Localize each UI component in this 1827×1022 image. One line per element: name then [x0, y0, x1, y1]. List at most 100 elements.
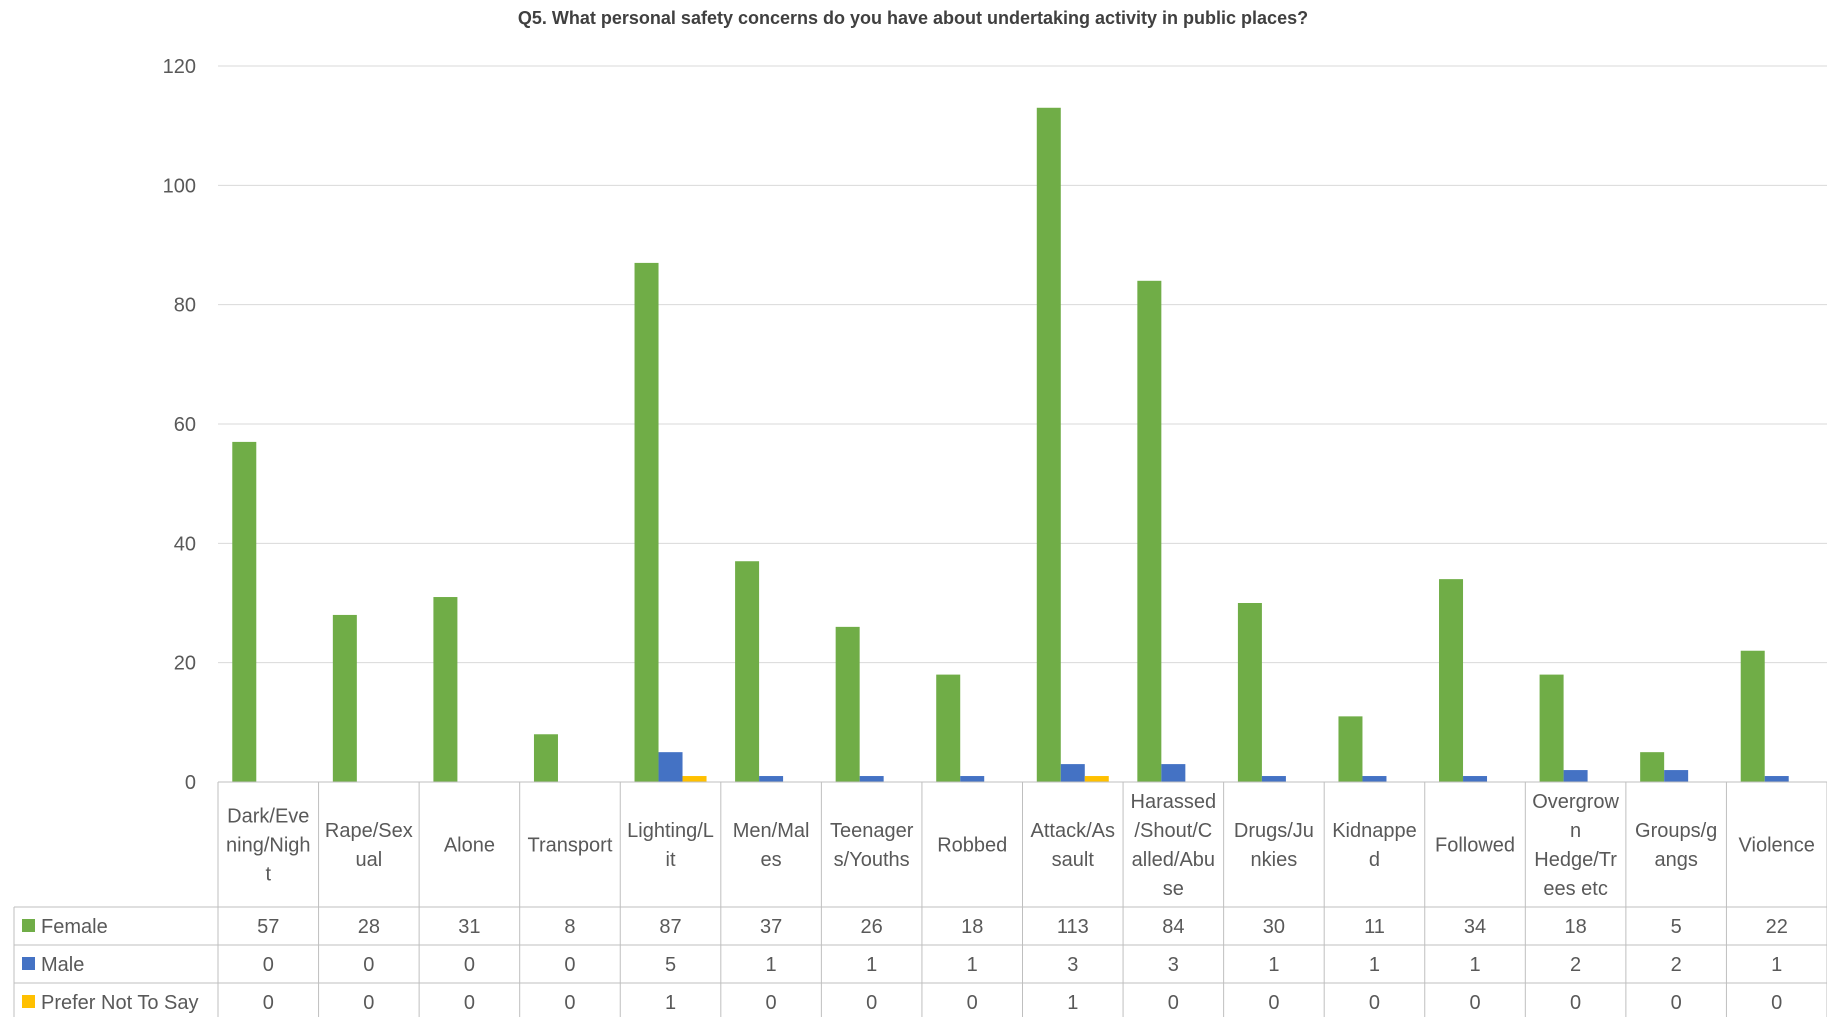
- table-value: 1: [1469, 954, 1480, 976]
- table-value: 1: [967, 954, 978, 976]
- table-value: 57: [257, 916, 279, 938]
- legend-key-prefer-not-to-say: [22, 995, 35, 1008]
- series-name: Male: [41, 954, 84, 976]
- table-value: 1: [1369, 954, 1380, 976]
- x-category-label: Alone: [444, 835, 495, 857]
- x-category-label: d: [1369, 849, 1380, 871]
- table-value: 1: [866, 954, 877, 976]
- table-value: 0: [564, 992, 575, 1014]
- table-value: 1: [766, 954, 777, 976]
- table-value: 37: [760, 916, 782, 938]
- bar-female: [634, 262, 659, 782]
- x-category-label: Attack/As: [1031, 820, 1115, 842]
- y-tick-label: 20: [174, 653, 196, 675]
- table-value: 0: [1168, 992, 1179, 1014]
- bar-male: [759, 776, 784, 782]
- table-value: 0: [967, 992, 978, 1014]
- bar-male: [1463, 776, 1488, 782]
- x-category-label: Teenager: [830, 820, 914, 842]
- y-tick-label: 80: [174, 295, 196, 317]
- bar-female: [936, 674, 961, 782]
- bar-female: [1237, 603, 1262, 782]
- x-category-label: nkies: [1251, 849, 1298, 871]
- table-value: 1: [1771, 954, 1782, 976]
- table-value: 11: [1364, 916, 1385, 938]
- table-value: 31: [458, 916, 480, 938]
- table-value: 0: [766, 992, 777, 1014]
- table-value: 0: [1469, 992, 1480, 1014]
- y-tick-label: 0: [185, 772, 196, 794]
- x-category-label: Drugs/Ju: [1234, 820, 1314, 842]
- table-value: 1: [1067, 992, 1078, 1014]
- x-category-label: Transport: [528, 835, 613, 857]
- table-value: 0: [363, 992, 374, 1014]
- table-value: 87: [659, 916, 681, 938]
- bar-male: [1664, 770, 1689, 782]
- x-category-label: Harassed: [1131, 791, 1217, 813]
- table-value: 8: [564, 916, 575, 938]
- bar-female: [533, 734, 558, 782]
- x-category-label: s/Youths: [834, 849, 910, 871]
- table-value: 2: [1570, 954, 1581, 976]
- bar-male: [859, 776, 884, 782]
- table-value: 5: [665, 954, 676, 976]
- chart-title: Q5. What personal safety concerns do you…: [518, 8, 1308, 28]
- bar-female: [1439, 579, 1464, 782]
- table-value: 0: [1671, 992, 1682, 1014]
- table-value: 22: [1766, 916, 1788, 938]
- bar-prefer-not-to-say: [682, 776, 707, 782]
- table-value: 26: [861, 916, 883, 938]
- x-category-label: angs: [1654, 849, 1697, 871]
- x-category-label: Groups/g: [1635, 820, 1717, 842]
- x-category-label: Hedge/Tr: [1534, 849, 1617, 871]
- bar-male: [1764, 776, 1789, 782]
- table-value: 34: [1464, 916, 1486, 938]
- x-category-label: Robbed: [937, 835, 1007, 857]
- table-value: 2: [1671, 954, 1682, 976]
- bar-female: [332, 614, 357, 782]
- bar-male: [658, 752, 683, 782]
- table-value: 0: [1771, 992, 1782, 1014]
- x-category-label: Men/Mal: [733, 820, 810, 842]
- x-category-label: sault: [1052, 849, 1095, 871]
- series-name: Prefer Not To Say: [41, 992, 198, 1014]
- table-value: 5: [1671, 916, 1682, 938]
- x-category-label: alled/Abu: [1132, 849, 1215, 871]
- x-category-label: it: [666, 849, 676, 871]
- bar-female: [1740, 650, 1765, 782]
- table-value: 84: [1162, 916, 1184, 938]
- x-category-label: ning/Nigh: [226, 835, 311, 857]
- y-tick-label: 40: [174, 533, 196, 555]
- bar-female: [835, 626, 860, 782]
- table-value: 0: [263, 954, 274, 976]
- x-category-label: ual: [355, 849, 382, 871]
- table-value: 0: [1268, 992, 1279, 1014]
- bar-male: [1362, 776, 1387, 782]
- table-value: 18: [1564, 916, 1586, 938]
- x-category-label: es: [761, 849, 782, 871]
- bar-male: [960, 776, 985, 782]
- table-value: 0: [1369, 992, 1380, 1014]
- x-category-label: se: [1163, 878, 1184, 900]
- table-value: 1: [1268, 954, 1279, 976]
- bar-male: [1261, 776, 1286, 782]
- x-category-label: Kidnappe: [1332, 820, 1417, 842]
- table-value: 0: [363, 954, 374, 976]
- table-value: 0: [464, 954, 475, 976]
- x-category-label: Overgrow: [1532, 791, 1619, 813]
- table-value: 0: [464, 992, 475, 1014]
- table-value: 0: [866, 992, 877, 1014]
- bar-male: [1563, 770, 1588, 782]
- table-value: 28: [358, 916, 380, 938]
- bar-female: [1640, 752, 1665, 782]
- x-category-label: t: [266, 864, 272, 886]
- table-value: 0: [263, 992, 274, 1014]
- x-category-label: /Shout/C: [1134, 820, 1212, 842]
- table-value: 30: [1263, 916, 1285, 938]
- table-value: 3: [1067, 954, 1078, 976]
- bar-female: [433, 597, 458, 782]
- x-category-label: n: [1570, 820, 1581, 842]
- legend-key-female: [22, 919, 35, 932]
- bar-male: [1161, 764, 1186, 782]
